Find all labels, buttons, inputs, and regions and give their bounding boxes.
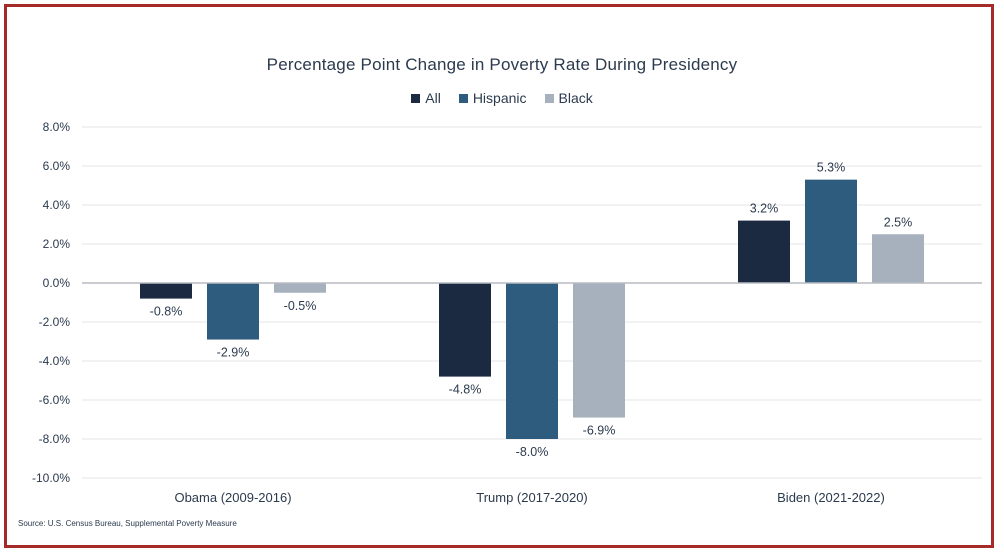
y-tick-label: -10.0% (32, 471, 70, 485)
bar-all-0 (140, 283, 192, 299)
bar-all-2 (738, 220, 790, 283)
legend-item-all: All (411, 90, 441, 106)
chart-title: Percentage Point Change in Poverty Rate … (266, 55, 738, 74)
legend-swatch-hispanic (458, 93, 468, 103)
legend-label-black: Black (558, 90, 593, 106)
y-tick-label: 0.0% (43, 276, 71, 290)
y-tick-label: 2.0% (43, 237, 71, 251)
bar-hispanic-2 (805, 179, 857, 283)
bar-black-2 (872, 234, 924, 283)
data-label: -8.0% (516, 445, 549, 459)
data-label: 5.3% (817, 161, 846, 175)
y-tick-label: -2.0% (39, 315, 71, 329)
legend-label-hispanic: Hispanic (472, 90, 527, 106)
data-label: -4.8% (449, 383, 482, 397)
y-tick-label: 4.0% (43, 198, 71, 212)
y-tick-label: 6.0% (43, 159, 71, 173)
bar-hispanic-1 (506, 283, 558, 439)
data-label: -0.5% (284, 299, 317, 313)
legend-swatch-black (544, 93, 554, 103)
y-tick-label: -4.0% (39, 354, 71, 368)
chart-legend: All Hispanic Black (0, 90, 1004, 106)
y-tick-label: -6.0% (39, 393, 71, 407)
data-label: 2.5% (884, 215, 913, 229)
x-category-label: Biden (2021-2022) (777, 490, 885, 505)
bar-black-0 (274, 283, 326, 293)
legend-item-black: Black (544, 90, 593, 106)
data-label: -6.9% (583, 424, 616, 438)
x-category-label: Trump (2017-2020) (476, 490, 588, 505)
bar-hispanic-0 (207, 283, 259, 340)
bar-all-1 (439, 283, 491, 377)
data-label: 3.2% (750, 202, 779, 216)
data-label: -0.8% (150, 305, 183, 319)
x-category-label: Obama (2009-2016) (174, 490, 291, 505)
data-label: -2.9% (217, 346, 250, 360)
bar-black-1 (573, 283, 625, 418)
legend-label-all: All (425, 90, 441, 106)
y-tick-label: 8.0% (43, 120, 71, 134)
y-tick-label: -8.0% (39, 432, 71, 446)
legend-item-hispanic: Hispanic (458, 90, 527, 106)
source-note: Source: U.S. Census Bureau, Supplemental… (18, 519, 237, 528)
legend-swatch-all (411, 93, 421, 103)
